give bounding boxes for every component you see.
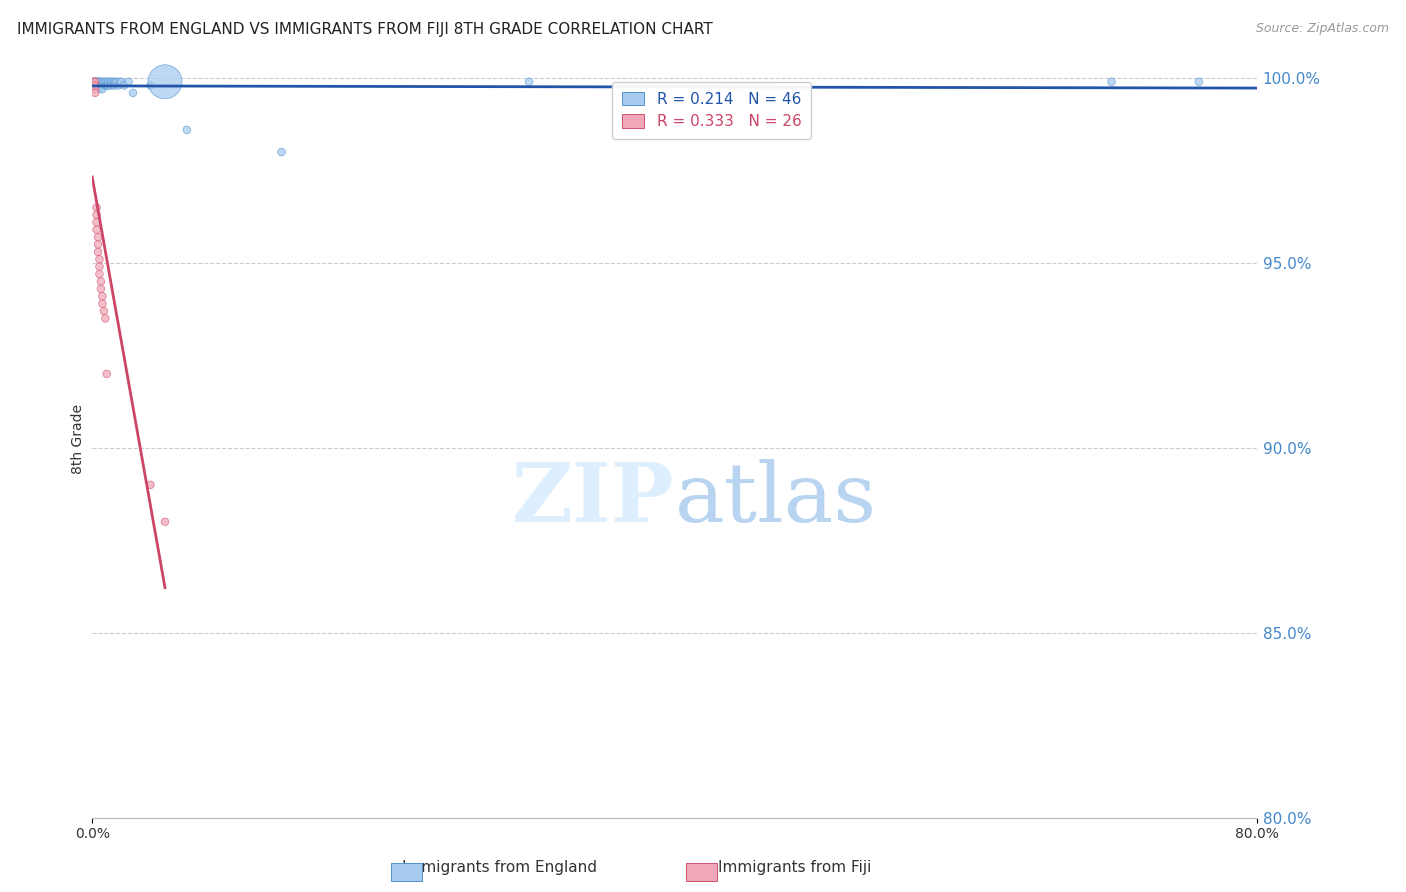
- Point: [117, 75, 139, 89]
- Point: [93, 75, 115, 89]
- Point: [1101, 75, 1123, 89]
- Point: [176, 123, 198, 137]
- Point: [86, 222, 108, 236]
- Point: [97, 78, 120, 93]
- Point: [98, 75, 121, 89]
- Point: [107, 78, 129, 93]
- Point: [100, 75, 122, 89]
- Point: [86, 78, 108, 93]
- Point: [83, 75, 105, 89]
- Text: ZIP: ZIP: [512, 459, 675, 540]
- Point: [87, 78, 110, 93]
- Point: [86, 201, 108, 215]
- Text: Immigrants from England: Immigrants from England: [402, 861, 596, 875]
- Point: [83, 75, 105, 89]
- Point: [139, 478, 162, 492]
- Point: [96, 75, 118, 89]
- Legend: R = 0.214   N = 46, R = 0.333   N = 26: R = 0.214 N = 46, R = 0.333 N = 26: [613, 82, 811, 138]
- Text: Source: ZipAtlas.com: Source: ZipAtlas.com: [1256, 22, 1389, 36]
- Point: [84, 86, 107, 100]
- Point: [83, 75, 105, 89]
- Point: [89, 75, 111, 89]
- Point: [89, 252, 111, 267]
- Point: [84, 78, 107, 93]
- Point: [87, 230, 110, 244]
- Point: [90, 275, 112, 289]
- Point: [91, 82, 114, 96]
- Point: [89, 75, 111, 89]
- Point: [108, 75, 131, 89]
- Point: [104, 75, 127, 89]
- Point: [101, 75, 124, 89]
- Point: [84, 82, 107, 96]
- Point: [94, 75, 117, 89]
- Point: [90, 282, 112, 296]
- Point: [86, 75, 108, 89]
- Point: [89, 78, 111, 93]
- Point: [90, 78, 112, 93]
- Point: [89, 267, 111, 281]
- Point: [91, 78, 114, 93]
- Point: [517, 75, 540, 89]
- Point: [110, 75, 132, 89]
- Point: [90, 75, 112, 89]
- Point: [94, 311, 117, 326]
- Point: [103, 78, 125, 93]
- Point: [1188, 75, 1211, 89]
- Point: [87, 237, 110, 252]
- Point: [153, 75, 176, 89]
- Point: [84, 78, 107, 93]
- Point: [84, 75, 107, 89]
- Point: [86, 215, 108, 229]
- Point: [84, 75, 107, 89]
- Text: IMMIGRANTS FROM ENGLAND VS IMMIGRANTS FROM FIJI 8TH GRADE CORRELATION CHART: IMMIGRANTS FROM ENGLAND VS IMMIGRANTS FR…: [17, 22, 713, 37]
- Point: [86, 75, 108, 89]
- Point: [83, 78, 105, 93]
- Y-axis label: 8th Grade: 8th Grade: [72, 403, 86, 474]
- Point: [89, 82, 111, 96]
- Point: [153, 515, 176, 529]
- Point: [94, 78, 117, 93]
- Text: atlas: atlas: [675, 459, 877, 540]
- Point: [91, 75, 114, 89]
- Point: [93, 304, 115, 318]
- Point: [89, 260, 111, 274]
- Point: [97, 75, 120, 89]
- Point: [87, 244, 110, 259]
- Point: [103, 75, 125, 89]
- Point: [270, 145, 292, 159]
- Point: [100, 78, 122, 93]
- Point: [122, 86, 145, 100]
- Point: [139, 78, 162, 93]
- Point: [87, 75, 110, 89]
- Point: [86, 208, 108, 222]
- Point: [87, 75, 110, 89]
- Point: [96, 78, 118, 93]
- Point: [96, 367, 118, 381]
- Point: [91, 289, 114, 303]
- Point: [91, 296, 114, 310]
- Text: Immigrants from Fiji: Immigrants from Fiji: [717, 861, 872, 875]
- Point: [105, 75, 128, 89]
- Point: [112, 78, 135, 93]
